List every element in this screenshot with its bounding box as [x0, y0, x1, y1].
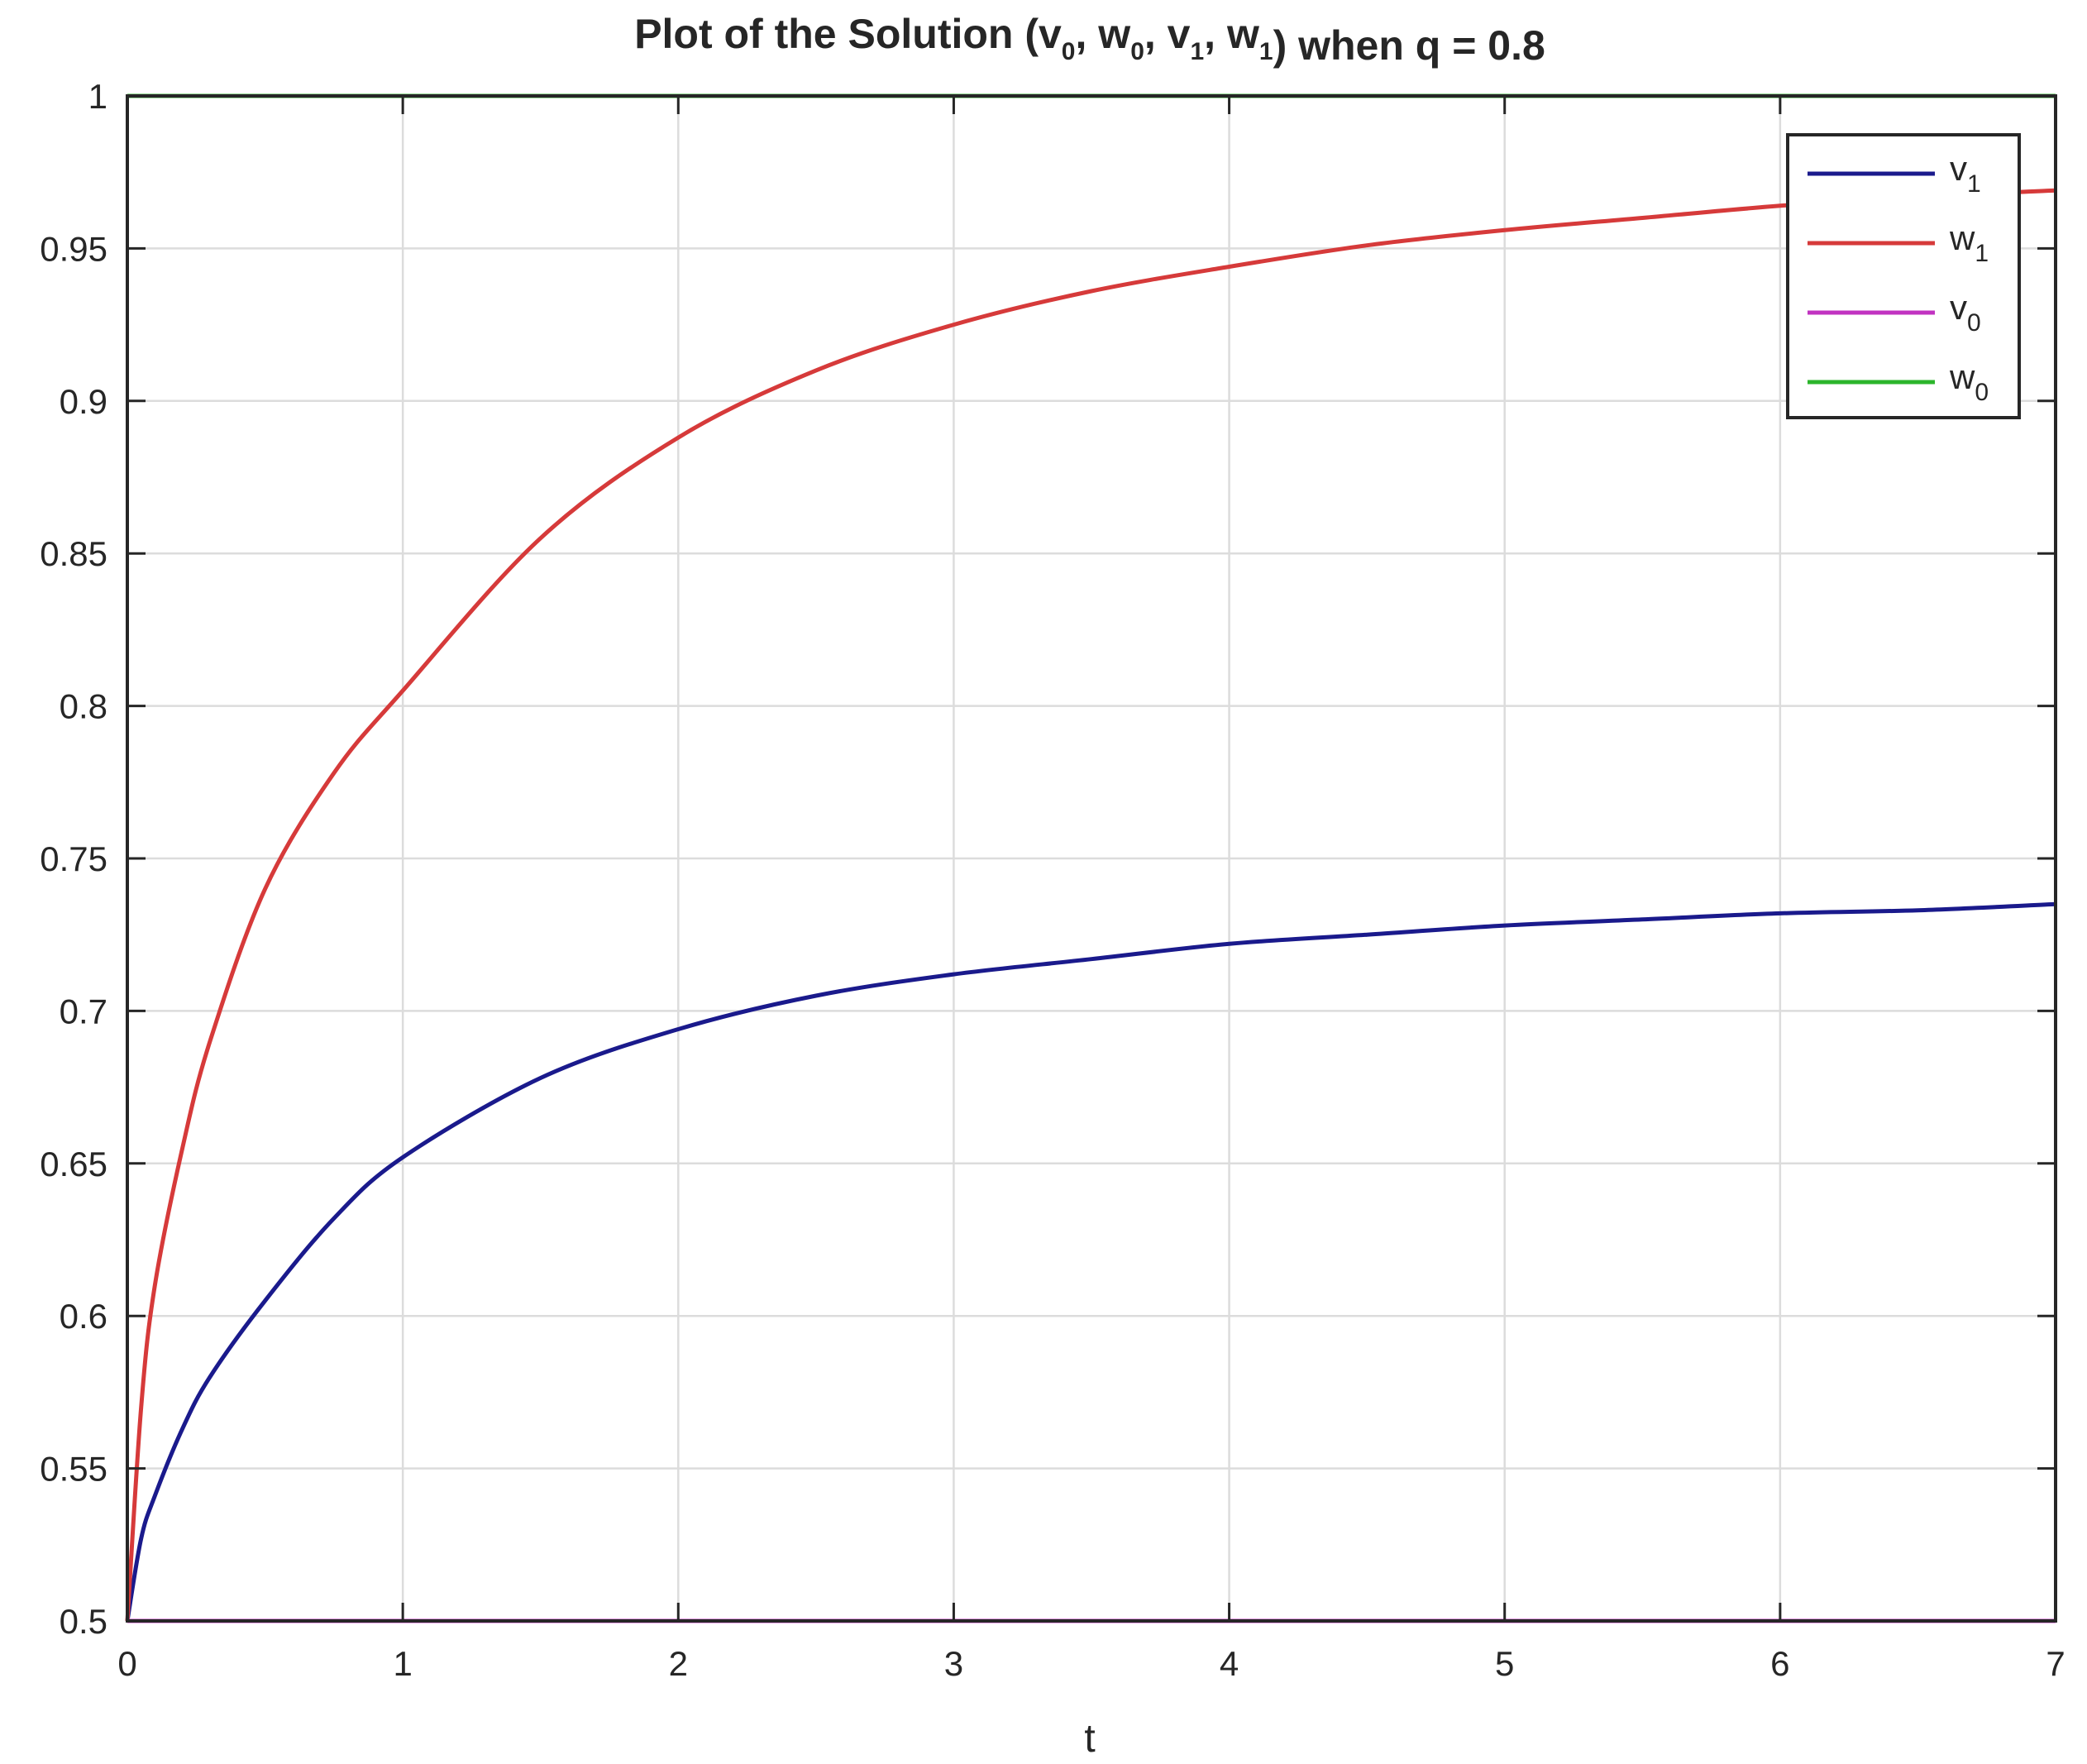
y-tick-label: 0.55 — [40, 1450, 107, 1489]
legend-box — [1786, 133, 2021, 419]
x-tick-label: 0 — [117, 1644, 136, 1683]
y-tick-label: 0.95 — [40, 229, 107, 268]
y-tick-label: 0.5 — [60, 1602, 107, 1641]
y-tick-label: 1 — [88, 77, 107, 116]
y-tick-label: 0.6 — [60, 1297, 107, 1336]
y-tick-label: 0.9 — [60, 382, 107, 421]
y-tick-label: 0.85 — [40, 534, 107, 573]
grid — [127, 96, 2056, 1621]
legend-label-w0: w0 — [1949, 357, 1989, 406]
x-tick-label: 2 — [669, 1644, 688, 1683]
x-tick-label: 3 — [944, 1644, 963, 1683]
y-tick-label: 0.7 — [60, 992, 107, 1030]
series-line-v1 — [125, 901, 2056, 1622]
legend-label-w1: w1 — [1949, 218, 1989, 267]
y-tick-label: 0.75 — [40, 839, 107, 878]
chart-title: Plot of the Solution (v0, w0, v1, w1) wh… — [634, 11, 1545, 69]
x-tick-label: 1 — [393, 1644, 412, 1683]
axis-ticks: 0 1 2 3 4 5 6 7 0.5 0.55 0.6 0.65 0.7 0.75 0.8 0.85 0.9 0… — [40, 77, 2065, 1683]
legend: v1 w1 v0 w0 — [1786, 133, 2021, 419]
legend-label-v1: v1 — [1950, 149, 1981, 198]
y-tick-label: 0.65 — [40, 1145, 107, 1183]
x-tick-label: 7 — [2046, 1644, 2065, 1683]
y-tick-label: 0.8 — [60, 687, 107, 726]
legend-label-v0: v0 — [1950, 288, 1981, 337]
x-tick-label: 4 — [1220, 1644, 1239, 1683]
series-line-w1 — [125, 188, 2056, 1622]
x-tick-label: 6 — [1770, 1644, 1789, 1683]
x-axis-label: t — [1084, 1717, 1095, 1761]
x-tick-label: 5 — [1495, 1644, 1514, 1683]
